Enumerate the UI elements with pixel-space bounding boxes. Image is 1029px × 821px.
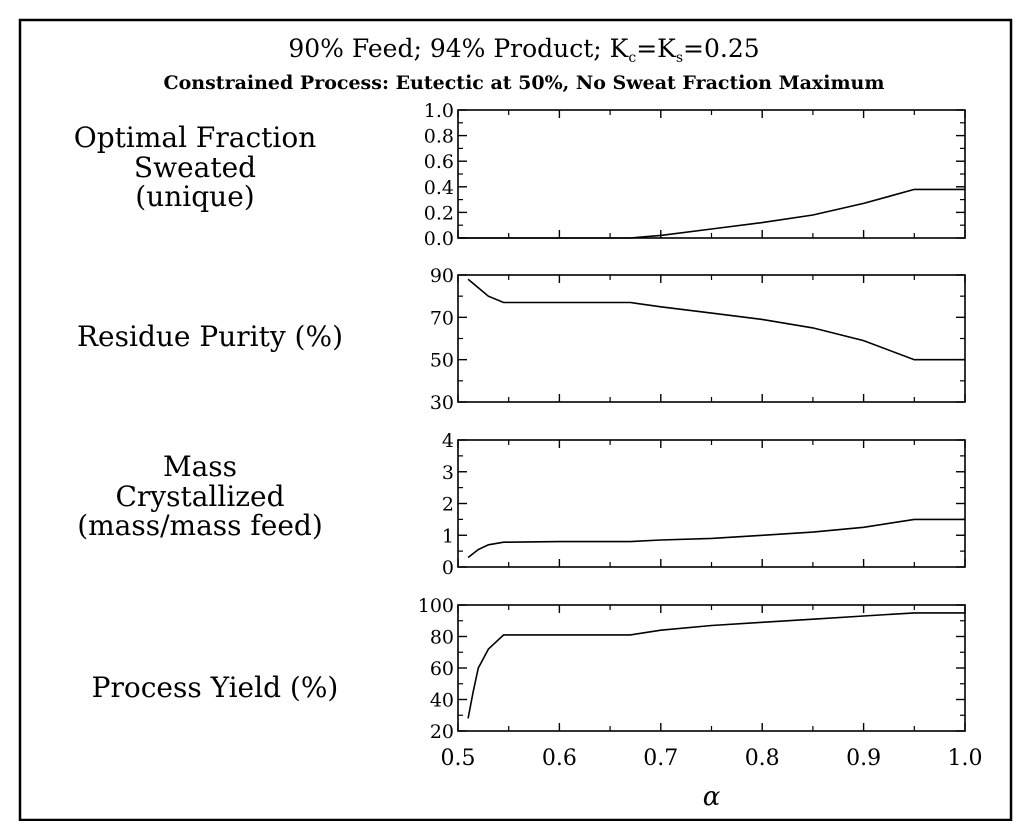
x-tick-label: 1.0 [948, 746, 983, 771]
panel-4-frame [457, 604, 966, 732]
panel-1-ytick-label: 0.2 [424, 202, 454, 224]
panel-1-label-line: Optimal Fraction [74, 121, 316, 154]
panel-3-label-line: Crystallized [115, 480, 284, 513]
panel-1: 0.0 0.2 0.4 0.6 0.8 1.0 Optimal FractionSweate… [74, 100, 966, 250]
x-tick-label: 0.6 [542, 746, 577, 771]
panel-4-ytick-label: 20 [430, 721, 454, 743]
panel-3-ytick-label: 2 [442, 494, 454, 516]
x-axis: 0.5 0.6 0.7 0.8 0.9 1.0 α [441, 746, 983, 812]
chart-title: 90% Feed; 94% Product; Kc=Ks=0.25 [288, 34, 759, 66]
panel-4-series-line [467, 612, 965, 719]
panel-2-ytick-label: 30 [430, 392, 454, 414]
panel-3-ytick-label: 1 [442, 525, 454, 547]
panel-2-frame [457, 274, 966, 403]
panel-4-ytick-label: 40 [430, 690, 454, 712]
title-part-pre: 90% Feed; 94% Product; K [288, 34, 629, 63]
panel-1-ytick-label: 0.0 [424, 228, 454, 250]
title-part-post: =0.25 [683, 34, 760, 63]
panel-2-ytick-label: 90 [430, 265, 454, 287]
panel-3-ytick-label: 0 [442, 557, 454, 579]
panels: 0.0 0.2 0.4 0.6 0.8 1.0 Optimal FractionSweate… [74, 100, 966, 743]
x-tick-label: 0.7 [643, 746, 678, 771]
panel-1-series-line [458, 188, 965, 239]
panel-1-label-line: (unique) [135, 180, 254, 213]
panel-2-label-line: Residue Purity (%) [77, 320, 343, 353]
title-subscript-c: c [628, 50, 636, 66]
title-part-mid: =K [636, 34, 677, 63]
panel-2-series-line [467, 278, 965, 361]
panel-2: 30 50 70 90 Residue Purity (%) [77, 265, 966, 414]
x-tick-label: 0.5 [441, 746, 476, 771]
panel-1-label-line: Sweated [134, 151, 256, 184]
panel-3-label-line: (mass/mass feed) [77, 509, 323, 542]
panel-4-ytick-label: 80 [430, 627, 454, 649]
panel-3-series-line [467, 518, 965, 559]
panel-1-ytick-label: 0.4 [424, 177, 454, 199]
panel-3-ytick-label: 4 [442, 430, 454, 452]
panel-4-label-line: Process Yield (%) [92, 671, 339, 704]
panel-4: 20 40 60 80 100 Process Yield (%) [92, 595, 966, 743]
panel-2-ytick-label: 50 [430, 350, 454, 372]
panel-2-ytick-label: 70 [430, 307, 454, 329]
x-tick-label: 0.9 [846, 746, 881, 771]
panel-3-label-line: Mass [163, 450, 237, 483]
x-tick-label: 0.8 [745, 746, 780, 771]
panel-3-frame [457, 439, 966, 568]
panel-1-ytick-label: 1.0 [424, 100, 454, 122]
panel-3-ytick-label: 3 [442, 462, 454, 484]
panel-1-ytick-label: 0.8 [424, 126, 454, 148]
title-subscript-s: s [676, 50, 683, 66]
panel-4-ytick-label: 60 [430, 658, 454, 680]
x-axis-label: α [703, 782, 721, 812]
panel-1-frame [457, 109, 966, 239]
panel-4-ytick-label: 100 [418, 595, 454, 617]
chart-subtitle: Constrained Process: Eutectic at 50%, No… [164, 72, 885, 94]
figure-border [18, 18, 1013, 821]
panel-1-ytick-label: 0.6 [424, 151, 454, 173]
